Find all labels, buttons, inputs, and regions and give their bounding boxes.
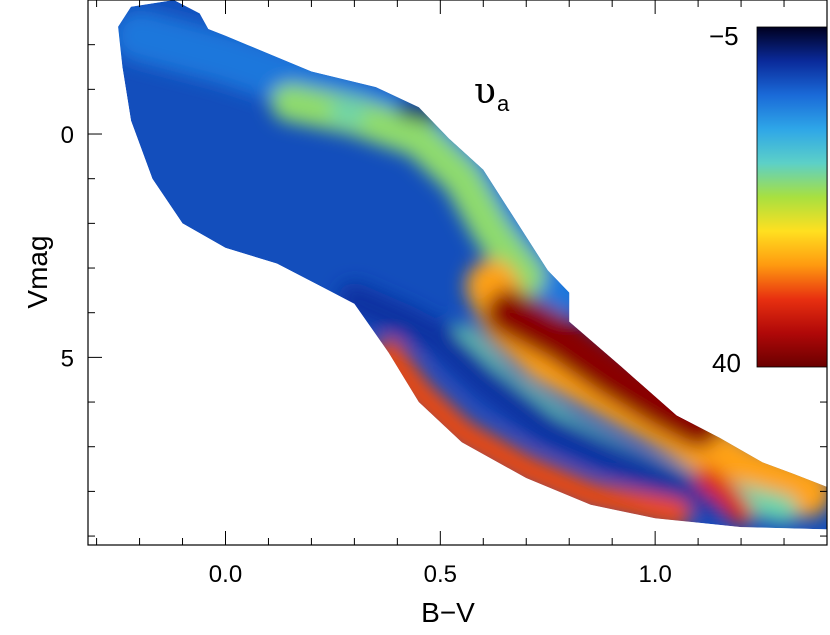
x-tick-label: 1.0	[638, 561, 671, 588]
y-axis-title: Vmag	[22, 235, 53, 308]
heatmap-band-6	[337, 282, 737, 517]
heatmap-bands	[118, 9, 827, 528]
colorbar: −5 40	[709, 21, 828, 378]
heatmap-region	[118, 0, 827, 530]
colorbar-min-label: −5	[709, 21, 739, 51]
x-tick-label: 0.5	[424, 561, 457, 588]
x-axis: 0.0 0.5 1.0	[96, 0, 828, 588]
colorbar-gradient	[756, 26, 828, 368]
annotation-subscript: a	[497, 91, 510, 116]
y-tick-label: 5	[61, 345, 74, 372]
x-axis-title: B−V	[421, 597, 475, 628]
heatmap-band-9	[329, 99, 367, 126]
x-tick-label: 0.0	[209, 561, 242, 588]
heatmap-band-7	[374, 338, 691, 528]
annotation: υ a	[474, 71, 510, 116]
colorbar-max-label: 40	[712, 348, 741, 378]
heatmap-band-8	[694, 466, 753, 526]
heatmap-band-10	[397, 100, 441, 123]
annotation-symbol: υ	[474, 71, 496, 112]
plot-area	[118, 0, 827, 530]
y-tick-label: 0	[61, 122, 74, 149]
